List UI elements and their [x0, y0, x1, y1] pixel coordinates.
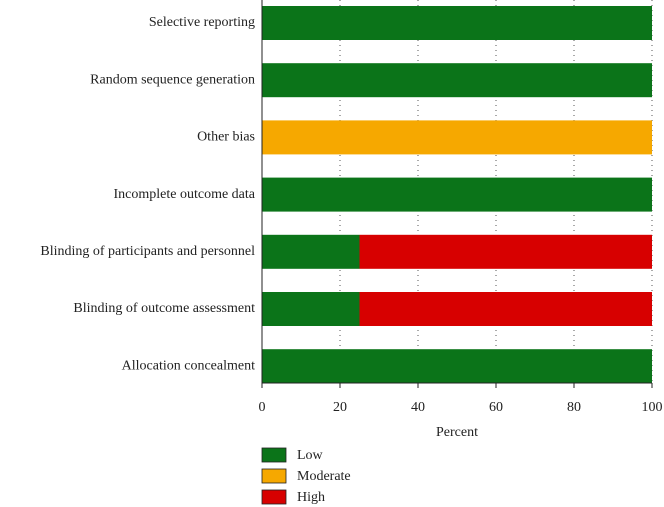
bar-segment: [262, 177, 652, 212]
y-tick-label: Blinding of participants and personnel: [40, 244, 255, 259]
y-tick-label: Allocation concealment: [122, 358, 255, 373]
bar-segment: [359, 234, 652, 269]
bar-segment: [262, 6, 652, 40]
x-tick-label: 20: [333, 400, 347, 415]
y-tick-label: Selective reporting: [149, 15, 255, 30]
x-tick-label: 60: [489, 400, 503, 415]
legend-swatch: [261, 468, 287, 484]
y-tick-label: Blinding of outcome assessment: [73, 301, 255, 316]
legend-swatch: [261, 489, 287, 505]
bar-segment: [262, 234, 360, 269]
legend-swatch: [261, 447, 287, 463]
bar-segment: [262, 349, 652, 384]
x-tick-label: 0: [259, 400, 266, 415]
legend-label: Low: [297, 448, 324, 463]
y-tick-label: Other bias: [197, 130, 255, 145]
legend-label: Moderate: [297, 469, 351, 484]
bar-segment: [359, 292, 652, 326]
x-tick-label: 100: [642, 400, 663, 415]
y-tick-label: Random sequence generation: [90, 72, 255, 87]
bar-segment: [262, 63, 652, 98]
x-tick-label: 80: [567, 400, 581, 415]
x-tick-label: 40: [411, 400, 425, 415]
y-tick-label: Incomplete outcome data: [114, 187, 256, 202]
bar-segment: [262, 120, 652, 155]
legend-label: High: [297, 490, 325, 505]
bar-segment: [262, 292, 360, 326]
x-axis-label: Percent: [436, 425, 478, 440]
